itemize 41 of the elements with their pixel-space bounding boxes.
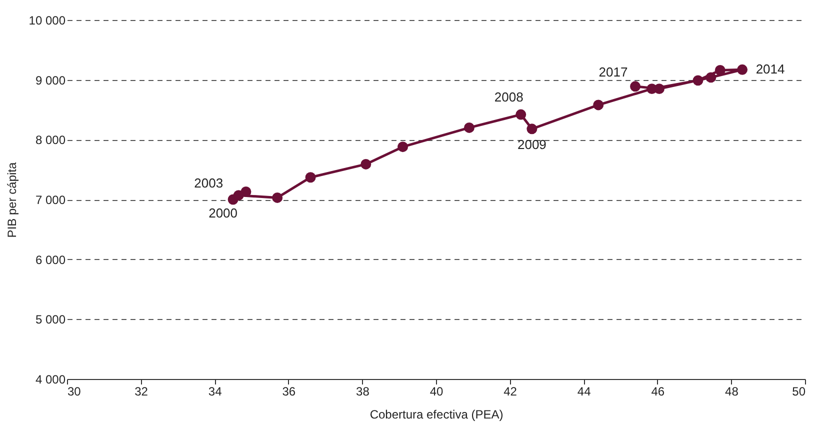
point: [233, 190, 244, 201]
x-tick-label: 44: [577, 384, 592, 398]
point: [272, 192, 283, 203]
point: [360, 158, 372, 170]
x-tick-label: 30: [68, 384, 82, 398]
point: [464, 122, 474, 133]
point: [714, 65, 726, 76]
y-tick-label: 9 000: [35, 73, 66, 88]
point: [654, 84, 664, 94]
point: [305, 172, 316, 183]
point: [737, 64, 748, 75]
y-tick-label: 5 000: [35, 312, 66, 327]
x-tick-label: 32: [134, 384, 148, 398]
y-axis-title: PIB per cápita: [4, 162, 19, 238]
x-tick-label: 42: [504, 384, 518, 398]
y-tick-label: 7 000: [35, 193, 66, 207]
point: [516, 109, 526, 120]
annotation: 2014: [756, 62, 785, 77]
point: [630, 81, 641, 92]
y-tick-label: 6 000: [35, 252, 66, 267]
x-axis-title: Cobertura efectiva (PEA): [370, 408, 504, 422]
y-tick-label: 8 000: [35, 133, 66, 148]
point: [593, 100, 604, 110]
annotation: 2017: [598, 64, 628, 80]
x-tick-label: 38: [356, 384, 370, 398]
x-tick-label: 48: [725, 384, 739, 398]
point: [706, 72, 716, 83]
y-tick-label: 10 000: [28, 14, 66, 28]
x-tick-label: 46: [651, 384, 665, 398]
x-tick-label: 34: [208, 384, 222, 398]
point: [692, 75, 704, 86]
y-tick-label: 4 000: [35, 372, 66, 386]
x-tick-label: 50: [792, 384, 806, 398]
annotation: 2009: [517, 136, 546, 152]
x-tick-label: 40: [430, 384, 444, 398]
annotation: 2003: [194, 175, 224, 190]
annotation: 2008: [494, 90, 524, 105]
annotation: 2000: [208, 206, 238, 220]
x-tick-label: 36: [282, 384, 296, 398]
point: [526, 124, 538, 134]
point: [398, 142, 408, 152]
